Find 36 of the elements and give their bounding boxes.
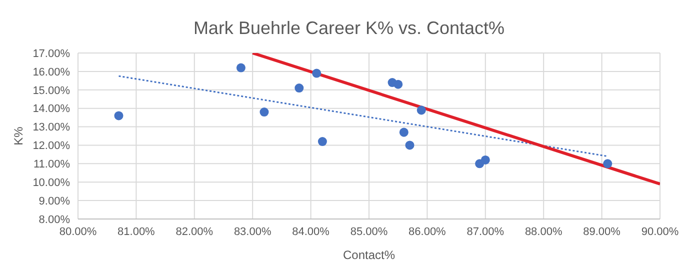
y-tick-label: 9.00% bbox=[38, 195, 70, 208]
y-axis-title: K% bbox=[11, 126, 26, 146]
point bbox=[312, 68, 322, 78]
x-tick-label: 88.00% bbox=[524, 226, 562, 238]
y-tick-label: 10.00% bbox=[32, 177, 70, 190]
x-tick-label: 85.00% bbox=[350, 226, 388, 238]
point bbox=[416, 106, 426, 115]
y-tick-label: 17.00% bbox=[32, 48, 70, 60]
x-tick-label: 89.00% bbox=[583, 226, 621, 238]
y-tick-label: 14.00% bbox=[32, 103, 70, 116]
y-tick-label: 8.00% bbox=[38, 214, 70, 226]
y-tick-label: 13.00% bbox=[32, 122, 70, 134]
point bbox=[480, 155, 490, 164]
x-tick-label: 82.00% bbox=[176, 226, 214, 238]
point bbox=[405, 140, 414, 150]
point bbox=[318, 137, 327, 146]
point bbox=[603, 159, 612, 168]
point bbox=[236, 63, 246, 72]
x-tick-label: 84.00% bbox=[292, 226, 330, 238]
x-tick-label: 90.00% bbox=[641, 226, 679, 238]
point bbox=[399, 128, 408, 137]
point bbox=[114, 111, 124, 120]
y-tick-label: 11.00% bbox=[34, 158, 70, 171]
x-tick-label: 80.00% bbox=[59, 226, 97, 238]
point bbox=[294, 84, 304, 93]
point bbox=[260, 108, 269, 117]
x-tick-label: 86.00% bbox=[408, 226, 446, 238]
chart-title: Mark Buehrle Career K% vs. Contact% bbox=[192, 17, 506, 40]
y-tick-label: 15.00% bbox=[32, 84, 70, 97]
x-tick-label: 81.00% bbox=[118, 226, 156, 238]
x-tick-label: 87.00% bbox=[466, 226, 504, 238]
x-axis-title: Contact% bbox=[342, 248, 396, 262]
x-tick-label: 83.00% bbox=[234, 226, 272, 238]
y-tick-label: 16.00% bbox=[32, 66, 70, 78]
y-tick-label: 12.00% bbox=[32, 140, 70, 152]
point bbox=[394, 80, 403, 89]
